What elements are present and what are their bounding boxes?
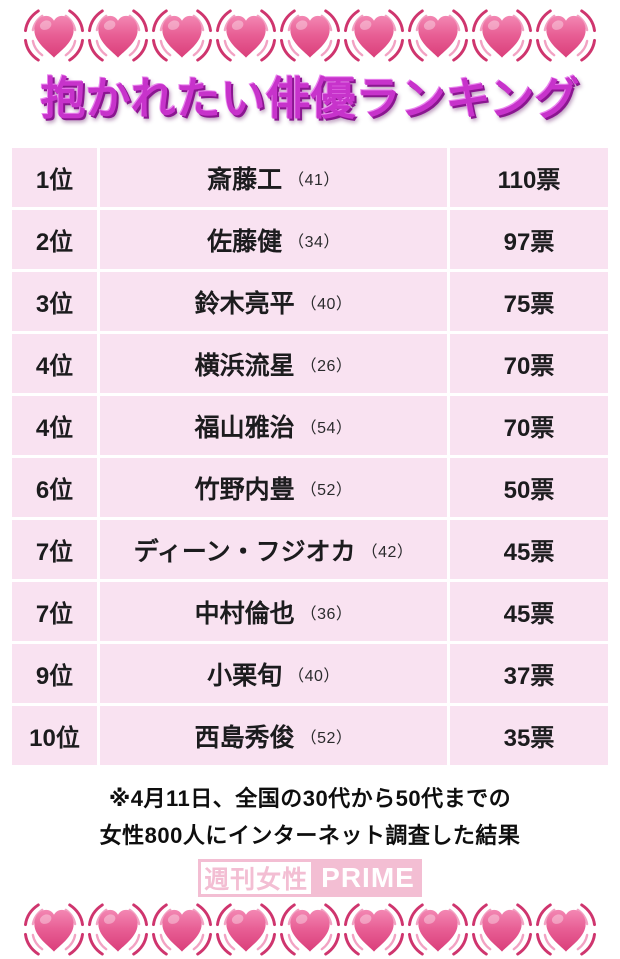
- beating-heart-icon: [470, 901, 534, 958]
- survey-footnote: ※4月11日、全国の30代から50代までの 女性800人にインターネット調査した…: [0, 780, 620, 854]
- logo-prime-label: PRIME: [314, 859, 422, 897]
- actor-age: （40）: [288, 667, 340, 685]
- name-cell: 福山雅治 （54）: [100, 396, 447, 455]
- votes-cell: 97票: [450, 210, 608, 269]
- beating-heart-icon: [86, 7, 150, 64]
- actor-name: 横浜流星: [194, 351, 295, 380]
- votes-cell: 37票: [450, 644, 608, 703]
- votes-cell: 75票: [450, 272, 608, 331]
- actor-name: 斎藤工: [207, 165, 283, 194]
- name-cell: 佐藤健 （34）: [100, 210, 447, 269]
- footnote-line-2: 女性800人にインターネット調査した結果: [99, 823, 521, 848]
- beating-heart-icon: [22, 7, 86, 64]
- rank-cell: 3位: [12, 272, 97, 331]
- footnote-line-1: ※4月11日、全国の30代から50代までの: [108, 786, 512, 811]
- rank-cell: 4位: [12, 396, 97, 455]
- beating-heart-icon: [406, 901, 470, 958]
- name-cell: 鈴木亮平 （40）: [100, 272, 447, 331]
- beating-heart-icon: [150, 901, 214, 958]
- beating-heart-icon: [406, 7, 470, 64]
- votes-cell: 70票: [450, 334, 608, 393]
- rank-cell: 7位: [12, 582, 97, 641]
- actor-name: 竹野内豊: [194, 475, 295, 504]
- actor-age: （40）: [300, 295, 353, 313]
- votes-cell: 35票: [450, 706, 608, 765]
- beating-heart-icon: [278, 7, 342, 64]
- actor-name: 福山雅治: [194, 413, 295, 442]
- actor-name: 佐藤健: [207, 227, 283, 256]
- votes-cell: 50票: [450, 458, 608, 517]
- beating-heart-icon: [534, 901, 598, 958]
- actor-age: （54）: [300, 419, 353, 437]
- actor-name: ディーン・フジオカ: [133, 537, 356, 566]
- votes-cell: 110票: [450, 148, 608, 207]
- hearts-row-bottom: [0, 901, 620, 958]
- beating-heart-icon: [214, 901, 278, 958]
- name-cell: 斎藤工 （41）: [100, 148, 447, 207]
- actor-name: 中村倫也: [194, 599, 295, 628]
- rank-cell: 6位: [12, 458, 97, 517]
- beating-heart-icon: [278, 901, 342, 958]
- hearts-row-top: [0, 7, 620, 64]
- rank-cell: 2位: [12, 210, 97, 269]
- rank-cell: 10位: [12, 706, 97, 765]
- votes-cell: 45票: [450, 582, 608, 641]
- beating-heart-icon: [22, 901, 86, 958]
- beating-heart-icon: [150, 7, 214, 64]
- rank-cell: 4位: [12, 334, 97, 393]
- votes-cell: 70票: [450, 396, 608, 455]
- ranking-table: 1位 斎藤工 （41） 110票 2位 佐藤健 （34） 97票 3位 鈴木亮平 （40） 75票 4位…: [12, 148, 608, 765]
- beating-heart-icon: [342, 7, 406, 64]
- name-cell: 中村倫也 （36）: [100, 582, 447, 641]
- actor-age: （34）: [288, 233, 340, 251]
- name-cell: ディーン・フジオカ （42）: [100, 520, 447, 579]
- actor-age: （42）: [361, 543, 414, 561]
- actor-age: （26）: [300, 357, 353, 375]
- beating-heart-icon: [470, 7, 534, 64]
- actor-age: （52）: [300, 481, 353, 499]
- name-cell: 竹野内豊 （52）: [100, 458, 447, 517]
- beating-heart-icon: [214, 7, 278, 64]
- logo-kanji-label: 週刊女性: [198, 859, 315, 897]
- name-cell: 小栗旬 （40）: [100, 644, 447, 703]
- name-cell: 横浜流星 （26）: [100, 334, 447, 393]
- rank-cell: 9位: [12, 644, 97, 703]
- votes-cell: 45票: [450, 520, 608, 579]
- actor-age: （52）: [300, 729, 353, 747]
- shukan-josei-prime-logo: 週刊女性 PRIME: [0, 859, 620, 897]
- page-title: 抱かれたい俳優ランキング: [40, 73, 580, 124]
- beating-heart-icon: [534, 7, 598, 64]
- actor-age: （41）: [288, 171, 340, 189]
- rank-cell: 7位: [12, 520, 97, 579]
- rank-cell: 1位: [12, 148, 97, 207]
- beating-heart-icon: [342, 901, 406, 958]
- beating-heart-icon: [86, 901, 150, 958]
- actor-name: 小栗旬: [207, 661, 283, 690]
- actor-age: （36）: [300, 605, 353, 623]
- actor-name: 鈴木亮平: [194, 289, 295, 318]
- actor-name: 西島秀俊: [194, 723, 295, 752]
- name-cell: 西島秀俊 （52）: [100, 706, 447, 765]
